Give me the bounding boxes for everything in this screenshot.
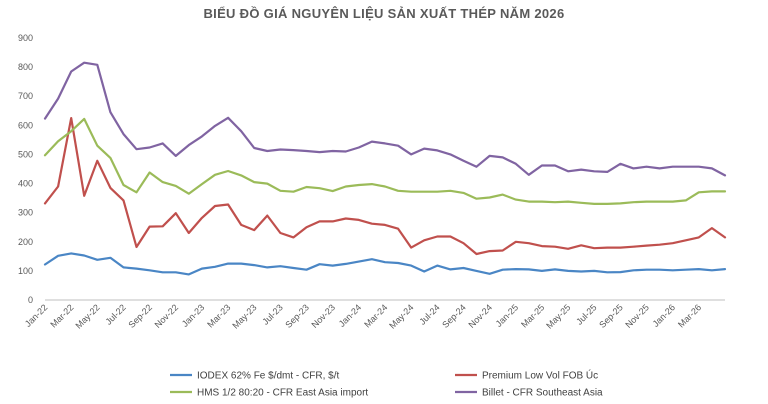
x-tick-label: Sep-23 [283, 302, 311, 330]
x-tick-label: Jul-24 [417, 302, 441, 326]
y-tick-label: 900 [18, 33, 33, 43]
x-tick-label: Nov-23 [310, 302, 338, 330]
y-axis-labels: 0 100 200 300 400 500 600 700 800 900 [18, 33, 33, 305]
series-lines [43, 61, 727, 276]
x-tick-label: Mar-22 [48, 302, 75, 329]
x-tick-label: May-23 [230, 302, 258, 330]
x-tick-label: Mar-24 [362, 302, 389, 329]
x-tick-label: Nov-25 [623, 302, 651, 330]
series-line-3 [43, 117, 727, 205]
legend-label-2: Premium Low Vol FOB Úc [482, 369, 598, 382]
x-tick-label: Mar-23 [205, 302, 232, 329]
x-tick-label: Jan-23 [180, 302, 207, 329]
x-tick-label: Sep-24 [440, 302, 468, 330]
y-tick-label: 400 [18, 179, 33, 189]
x-tick-label: Jan-24 [337, 302, 364, 329]
x-tick-label: Mar-25 [519, 302, 546, 329]
legend: IODEX 62% Fe $/dmt - CFR, $/t Premium Low… [170, 369, 603, 399]
y-tick-label: 800 [18, 62, 33, 72]
x-tick-label: Sep-22 [126, 302, 154, 330]
y-tick-label: 500 [18, 149, 33, 159]
x-tick-label: Jan-26 [651, 302, 678, 329]
legend-label-4: Billet - CFR Southeast Asia [482, 388, 603, 399]
chart-title: BIỂU ĐỒ GIÁ NGUYÊN LIỆU SẢN XUẤT THÉP NĂ… [203, 6, 565, 21]
x-tick-label: Jul-25 [574, 302, 598, 326]
y-tick-label: 0 [28, 295, 33, 305]
series-line-1 [43, 252, 727, 276]
legend-label-1: IODEX 62% Fe $/dmt - CFR, $/t [197, 371, 339, 382]
series-line-2 [43, 116, 727, 256]
x-tick-label: May-24 [387, 302, 415, 330]
x-tick-label: Nov-24 [466, 302, 494, 330]
x-tick-label: Mar-26 [676, 302, 703, 329]
y-tick-label: 700 [18, 91, 33, 101]
y-tick-label: 200 [18, 237, 33, 247]
x-tick-label: May-25 [544, 302, 572, 330]
x-tick-label: May-22 [73, 302, 101, 330]
series-line-4 [43, 61, 727, 177]
y-tick-label: 600 [18, 120, 33, 130]
x-tick-label: Sep-25 [597, 302, 625, 330]
legend-label-3: HMS 1/2 80:20 - CFR East Asia import [197, 388, 368, 399]
x-tick-label: Jan-22 [23, 302, 50, 329]
x-tick-label: Jan-25 [494, 302, 521, 329]
x-tick-label: Jul-23 [260, 302, 284, 326]
y-tick-label: 100 [18, 266, 33, 276]
x-tick-label: Nov-22 [153, 302, 181, 330]
y-tick-label: 300 [18, 208, 33, 218]
x-tick-label: Jul-22 [103, 302, 127, 326]
